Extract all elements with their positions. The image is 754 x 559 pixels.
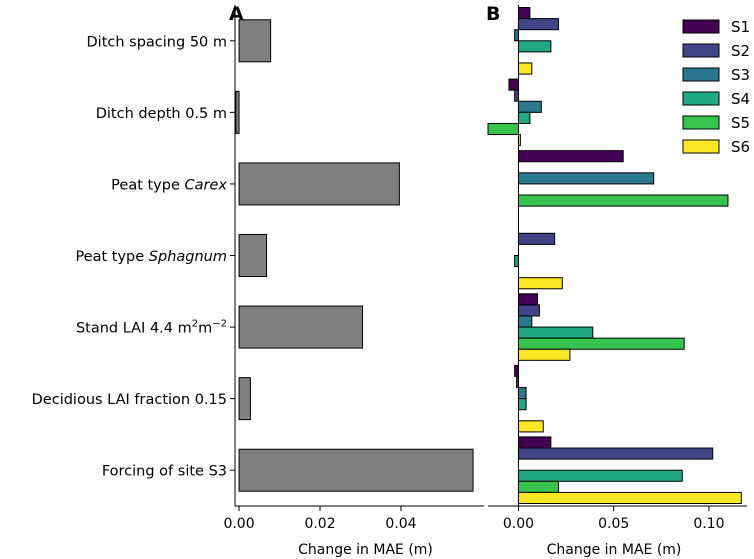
panel-a: Ditch spacing 50 m Ditch depth 0.5 m Peat …: [32, 3, 484, 558]
bar-b-s5-2: [517, 194, 729, 207]
label-text: Decidious LAI fraction 0.15: [32, 392, 227, 408]
bar-b-s4-4: [517, 326, 594, 339]
category-label-3: Peat type Sphagnum: [75, 249, 227, 265]
x-tick-label-a-2: 0.04: [385, 516, 416, 532]
panel-label-b: B: [486, 3, 500, 25]
label-sup: −2: [212, 319, 227, 330]
bar-b-s1-2: [517, 150, 624, 163]
bar-b-s6-5: [517, 420, 544, 433]
bar-b-s1-5: [514, 364, 519, 377]
bar-b-s6-3: [517, 277, 563, 290]
x-axis-label-b: Change in MAE (m): [547, 542, 682, 558]
bar-b-s2-6: [517, 447, 714, 460]
label-text: Stand LAI 4.4 m: [76, 321, 192, 337]
bar-b-s2-4: [517, 304, 540, 317]
bar-b-s1-4: [517, 293, 539, 306]
legend: S1 S2 S3 S4 S5 S6: [682, 18, 750, 156]
legend-swatch-s4: [682, 91, 720, 106]
bar-b-s4-3: [514, 255, 519, 268]
bar-b-s2-1: [514, 89, 519, 102]
legend-swatch-s1: [682, 19, 720, 34]
x-tick-label-a-0: 0.00: [223, 516, 254, 532]
legend-swatch-s6: [682, 139, 720, 154]
bar-a-3: [238, 234, 268, 277]
bar-b-s4-1: [517, 111, 531, 124]
label-text: m: [198, 321, 212, 337]
bar-b-s4-6: [517, 469, 683, 482]
label-text: Forcing of site S3: [102, 464, 227, 480]
bar-b-s3-0: [514, 29, 519, 42]
bar-b-s6-6: [517, 491, 742, 504]
x-tick-label-b-0: 0.00: [503, 516, 534, 532]
bar-a-5: [238, 377, 251, 421]
legend-label-s3: S3: [731, 66, 750, 84]
bar-b-s5-6: [517, 480, 559, 493]
x-tick-label-b-2: 0.10: [693, 516, 724, 532]
bar-b-s1-6: [517, 436, 552, 449]
bar-a-2: [238, 162, 400, 206]
legend-swatch-s3: [682, 67, 720, 82]
panel-b: 0.00 0.05 0.10 Change in MAE (m) B S1 S2 S3 S4 S5…: [486, 3, 750, 558]
legend-label-s2: S2: [731, 42, 750, 60]
x-tick-label-b-1: 0.05: [598, 516, 629, 532]
bar-b-s2-0: [517, 18, 559, 31]
panel-label-a: A: [229, 3, 244, 25]
bar-b-s3-5: [517, 387, 527, 400]
bar-a-4: [238, 305, 364, 349]
bar-b-s2-3: [517, 232, 556, 245]
bar-a-6: [238, 448, 474, 492]
category-label-4: Stand LAI 4.4 m2m−2: [76, 319, 227, 337]
bar-b-s5-1: [487, 122, 519, 136]
bar-b-s3-1: [517, 100, 542, 113]
x-axis-label-a: Change in MAE (m): [298, 542, 433, 558]
bar-b-s6-0: [517, 62, 533, 75]
bar-b-s6-4: [517, 348, 571, 361]
category-label-1: Ditch depth 0.5 m: [96, 106, 227, 122]
label-text: Peat type: [111, 177, 184, 193]
bar-a-1: [235, 90, 240, 134]
label-italic: Carex: [185, 177, 228, 193]
bar-a-0: [238, 19, 272, 63]
bar-b-s1-1: [508, 78, 519, 91]
bar-b-s4-0: [517, 40, 552, 53]
legend-label-s1: S1: [731, 18, 750, 36]
legend-swatch-s5: [682, 115, 720, 130]
legend-swatch-s2: [682, 43, 720, 58]
legend-label-s5: S5: [731, 114, 750, 132]
x-tick-label-a-1: 0.02: [304, 516, 335, 532]
category-label-2: Peat type Carex: [111, 177, 227, 193]
bar-b-s4-5: [517, 398, 527, 411]
bar-b-s1-0: [517, 7, 531, 20]
label-text: Ditch spacing 50 m: [87, 34, 227, 50]
category-label-5: Decidious LAI fraction 0.15: [32, 392, 227, 408]
label-italic: Sphagnum: [149, 249, 227, 265]
label-text: Peat type: [75, 249, 148, 265]
legend-label-s6: S6: [731, 138, 750, 156]
label-text: Ditch depth 0.5 m: [96, 106, 227, 122]
bar-b-s3-4: [517, 315, 533, 328]
category-label-6: Forcing of site S3: [102, 464, 227, 480]
category-label-0: Ditch spacing 50 m: [87, 34, 227, 50]
bar-b-s5-4: [517, 337, 685, 350]
legend-label-s4: S4: [731, 90, 750, 108]
bar-b-s3-2: [517, 172, 655, 185]
label-sup: 2: [192, 319, 198, 330]
